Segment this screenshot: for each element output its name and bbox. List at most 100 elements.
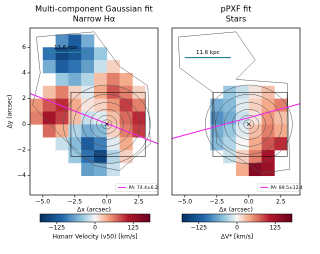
x-axis-label: Δx (arcsec)	[77, 207, 111, 214]
x-tick-label: 2.5	[134, 199, 144, 206]
pa-box	[115, 183, 157, 192]
velocity-cell	[55, 72, 69, 87]
velocity-cell	[81, 47, 95, 61]
contour	[231, 109, 266, 140]
x-tick-label: 0.0	[244, 199, 254, 206]
velocity-cell	[119, 111, 133, 125]
velocity-cell	[236, 162, 250, 177]
colorbar-tick-label: 0	[235, 225, 239, 232]
outer-contour	[178, 31, 291, 174]
velocity-cell	[94, 72, 108, 87]
velocity-cell	[42, 124, 56, 138]
velocity-cell	[210, 111, 224, 125]
contour	[63, 84, 151, 164]
velocity-cell	[68, 124, 82, 138]
y-tick-label: 4	[22, 69, 26, 76]
contour	[73, 94, 141, 155]
velocity-cell	[274, 111, 288, 125]
pa-label: PA: 89.5±12.4	[271, 185, 303, 191]
velocity-cell	[42, 47, 56, 61]
velocity-cell	[132, 98, 146, 112]
pa-label: PA: 74.4±6.2	[129, 185, 158, 191]
y-tick-label: −4	[17, 172, 26, 179]
plot-frame	[29, 27, 159, 196]
contour	[238, 114, 260, 134]
map	[30, 34, 146, 177]
velocity-cell	[94, 137, 108, 151]
velocity-cell	[261, 111, 275, 125]
velocity-cell	[68, 60, 82, 74]
velocity-cell	[81, 34, 95, 48]
velocity-cell	[81, 72, 95, 87]
x-tick-label: 0.0	[102, 199, 112, 206]
velocity-cell	[68, 137, 82, 151]
velocity-cell	[81, 124, 95, 138]
velocity-cell	[248, 98, 262, 112]
scale-label: 11.6 kpc	[196, 50, 220, 56]
plot-frame	[171, 27, 301, 196]
panel-title: pPXF fit	[221, 5, 252, 14]
velocity-cell	[274, 124, 288, 138]
velocity-cell	[55, 124, 69, 138]
pa-box	[257, 183, 299, 192]
colorbar	[181, 213, 293, 223]
y-tick-label: −2	[17, 147, 26, 154]
velocity-cell	[223, 98, 237, 112]
panel-title: Multi-component Gaussian fit	[35, 5, 153, 14]
velocity-cell	[210, 98, 224, 112]
velocity-cell	[94, 98, 108, 112]
velocity-cell	[68, 34, 82, 48]
velocity-cell	[119, 72, 133, 87]
colorbar-tick-label: −125	[49, 225, 66, 232]
velocity-cell	[248, 162, 262, 177]
pa-line	[29, 93, 159, 145]
velocity-cell	[42, 111, 56, 125]
velocity-cell	[248, 137, 262, 151]
contour	[243, 119, 255, 130]
x-tick-label: −2.5	[210, 199, 225, 206]
velocity-cell	[106, 72, 120, 87]
velocity-cell	[261, 137, 275, 151]
colorbar-tick-label: −125	[191, 225, 208, 232]
velocity-cell	[55, 60, 69, 74]
velocity-cell	[42, 85, 56, 99]
velocity-cell	[68, 72, 82, 87]
contour	[101, 119, 113, 130]
y-axis-label: Δy (arcsec)	[7, 95, 14, 129]
center-marker: ×	[104, 120, 110, 128]
velocity-cell	[81, 137, 95, 151]
pa-line	[171, 103, 301, 139]
velocity-cell	[261, 98, 275, 112]
velocity-cell	[106, 60, 120, 74]
velocity-cell	[30, 111, 44, 125]
velocity-cell	[223, 137, 237, 151]
x-tick-label: −2.5	[68, 199, 83, 206]
velocity-cell	[30, 98, 44, 112]
velocity-cell	[223, 111, 237, 125]
velocity-cell	[106, 98, 120, 112]
panel-subtitle: Stars	[226, 15, 247, 24]
y-tick-label: 6	[22, 44, 26, 51]
velocity-cell	[274, 137, 288, 151]
colorbar-tick-label: 0	[93, 225, 97, 232]
colorbar-label: Hαnarr Velocity (v50) [km/s]	[52, 234, 137, 241]
colorbar-label: ΔV* [km/s]	[221, 234, 253, 241]
colorbar	[39, 213, 151, 223]
velocity-cell	[55, 137, 69, 151]
center-marker: ×	[246, 120, 252, 128]
velocity-cell	[55, 85, 69, 99]
velocity-cell	[55, 34, 69, 48]
scale-label: 11.6 kpc	[54, 45, 78, 51]
velocity-cell	[42, 60, 56, 74]
velocity-cell	[132, 111, 146, 125]
outer-contour	[32, 31, 151, 171]
velocity-cell	[106, 137, 120, 151]
contour	[96, 114, 118, 134]
inner-box	[70, 91, 146, 157]
inner-box	[212, 91, 288, 157]
velocity-cell	[94, 60, 108, 74]
velocity-cell	[132, 124, 146, 138]
velocity-cell	[81, 98, 95, 112]
map	[210, 85, 288, 177]
